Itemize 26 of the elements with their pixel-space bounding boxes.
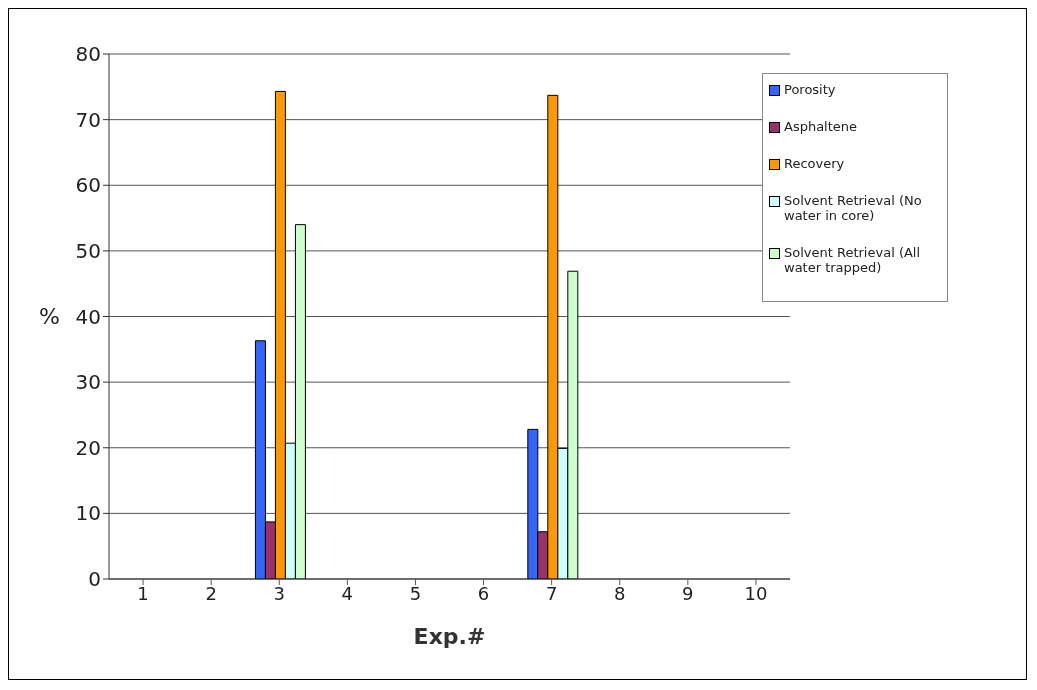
- y-tick-label: 20: [75, 435, 101, 460]
- y-tick-label: 40: [75, 304, 101, 329]
- legend-label: Asphaltene: [784, 119, 858, 134]
- x-tick-label: 6: [477, 582, 490, 604]
- x-tick-label: 2: [205, 582, 217, 604]
- legend-label: Solvent Retrieval (All water trapped): [784, 245, 922, 275]
- y-tick-label: 70: [75, 107, 101, 132]
- x-axis-title: Exp.#: [413, 624, 486, 649]
- y-tick-label: 60: [75, 173, 101, 198]
- x-tick-label: 10: [744, 582, 768, 604]
- x-tick-label: 8: [614, 582, 626, 604]
- y-tick-label: 30: [75, 370, 101, 395]
- y-tick-label: 80: [75, 42, 101, 67]
- x-tick-label: 1: [137, 582, 149, 604]
- legend-label: Solvent Retrieval (No water in core): [784, 193, 923, 223]
- x-tick-label: 3: [273, 582, 285, 604]
- x-tick-label: 9: [682, 582, 694, 604]
- x-tick-label: 7: [545, 582, 558, 604]
- x-tick-label: 4: [341, 582, 354, 604]
- y-tick-label: 10: [75, 501, 101, 526]
- y-tick-label: 50: [75, 238, 101, 263]
- y-axis-title: %: [39, 304, 60, 330]
- legend-label: Porosity: [784, 82, 836, 97]
- legend-label: Recovery: [784, 156, 845, 171]
- y-tick-label: 0: [88, 567, 101, 592]
- x-tick-label: 5: [409, 582, 422, 604]
